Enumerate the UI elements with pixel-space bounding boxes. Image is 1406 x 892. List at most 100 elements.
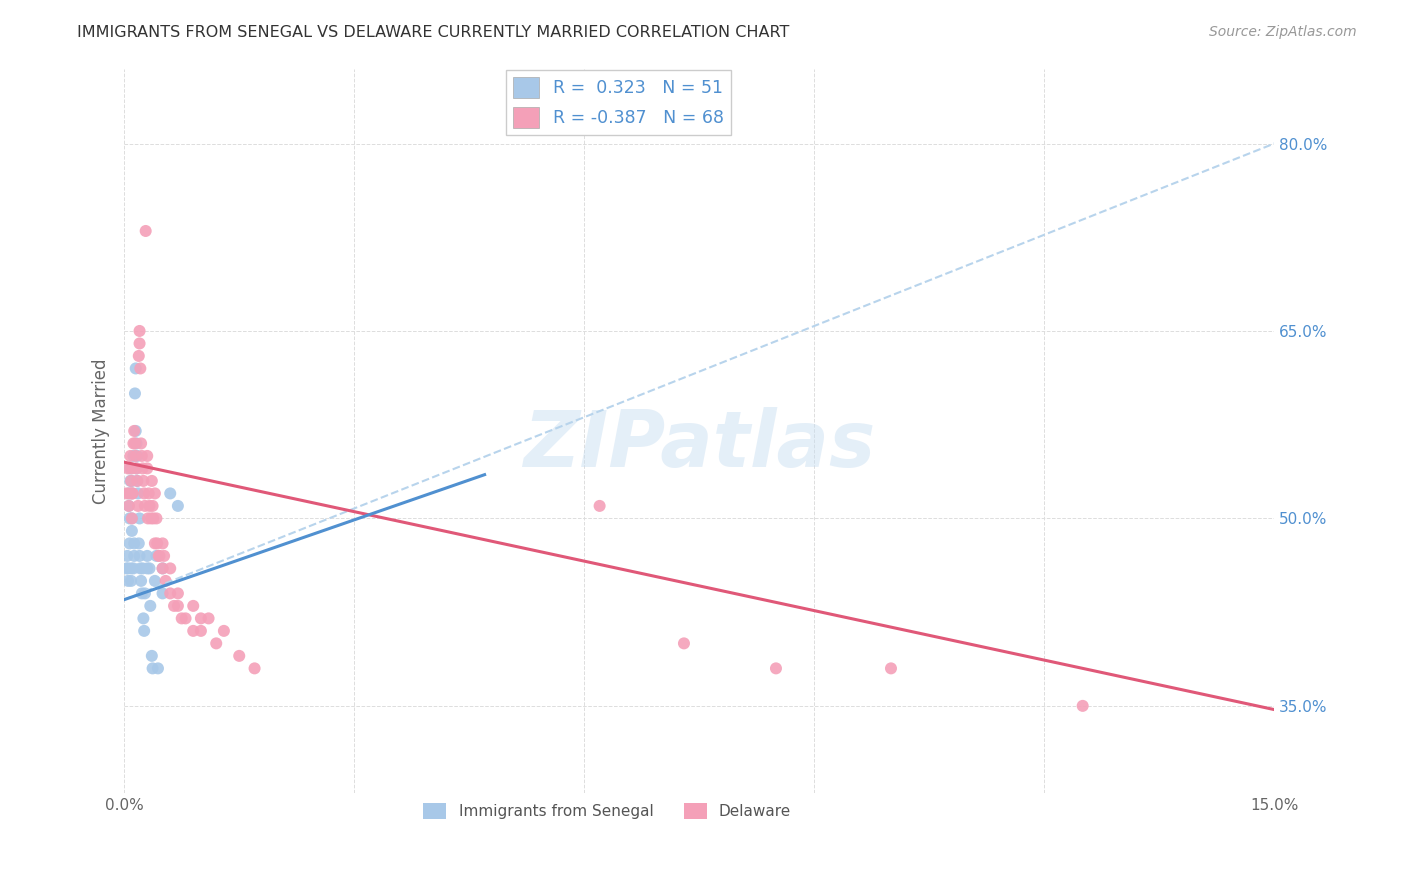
- Point: [155, 574, 177, 588]
- Text: IMMIGRANTS FROM SENEGAL VS DELAWARE CURRENTLY MARRIED CORRELATION CHART: IMMIGRANTS FROM SENEGAL VS DELAWARE CURR…: [77, 25, 790, 40]
- Point: [163, 599, 186, 613]
- Point: [117, 561, 139, 575]
- Point: [122, 561, 145, 575]
- Point: [131, 586, 153, 600]
- Point: [132, 611, 155, 625]
- Point: [159, 561, 181, 575]
- Point: [142, 499, 165, 513]
- Point: [143, 536, 166, 550]
- Point: [143, 486, 166, 500]
- Point: [121, 511, 143, 525]
- Point: [153, 549, 176, 563]
- Point: [152, 561, 174, 575]
- Text: Source: ZipAtlas.com: Source: ZipAtlas.com: [1209, 25, 1357, 39]
- Point: [134, 499, 156, 513]
- Point: [117, 574, 139, 588]
- Point: [138, 486, 160, 500]
- Point: [124, 386, 146, 401]
- Text: ZIPatlas: ZIPatlas: [523, 408, 876, 483]
- Point: [120, 461, 142, 475]
- Point: [141, 648, 163, 663]
- Point: [121, 524, 143, 538]
- Point: [139, 511, 162, 525]
- Point: [212, 624, 235, 638]
- Point: [141, 474, 163, 488]
- Point: [148, 549, 170, 563]
- Point: [167, 586, 190, 600]
- Point: [131, 461, 153, 475]
- Point: [146, 536, 169, 550]
- Point: [117, 549, 139, 563]
- Point: [145, 511, 167, 525]
- Point: [136, 511, 159, 525]
- Point: [118, 536, 141, 550]
- Point: [120, 574, 142, 588]
- Point: [122, 436, 145, 450]
- Point: [127, 486, 149, 500]
- Point: [118, 499, 141, 513]
- Point: [128, 511, 150, 525]
- Point: [142, 511, 165, 525]
- Point: [134, 624, 156, 638]
- Point: [588, 499, 610, 513]
- Point: [124, 436, 146, 450]
- Point: [170, 611, 193, 625]
- Point: [145, 549, 167, 563]
- Point: [118, 486, 141, 500]
- Point: [765, 661, 787, 675]
- Point: [174, 611, 197, 625]
- Point: [197, 611, 219, 625]
- Point: [159, 586, 181, 600]
- Point: [880, 661, 903, 675]
- Point: [127, 499, 149, 513]
- Point: [128, 536, 150, 550]
- Point: [125, 424, 148, 438]
- Point: [128, 324, 150, 338]
- Point: [138, 561, 160, 575]
- Point: [128, 549, 150, 563]
- Point: [672, 636, 695, 650]
- Point: [129, 436, 152, 450]
- Point: [117, 461, 139, 475]
- Point: [136, 449, 159, 463]
- Point: [121, 486, 143, 500]
- Point: [136, 549, 159, 563]
- Point: [121, 461, 143, 475]
- Point: [122, 424, 145, 438]
- Point: [128, 336, 150, 351]
- Point: [228, 648, 250, 663]
- Point: [121, 511, 143, 525]
- Point: [134, 486, 156, 500]
- Point: [122, 449, 145, 463]
- Point: [121, 474, 143, 488]
- Point: [128, 349, 150, 363]
- Point: [139, 599, 162, 613]
- Point: [129, 561, 152, 575]
- Point: [159, 486, 181, 500]
- Point: [181, 599, 204, 613]
- Point: [129, 574, 152, 588]
- Point: [120, 449, 142, 463]
- Point: [127, 474, 149, 488]
- Y-axis label: Currently Married: Currently Married: [93, 359, 110, 504]
- Point: [121, 486, 143, 500]
- Point: [125, 436, 148, 450]
- Point: [115, 486, 138, 500]
- Point: [118, 511, 141, 525]
- Point: [125, 361, 148, 376]
- Point: [152, 561, 174, 575]
- Point: [132, 474, 155, 488]
- Point: [181, 624, 204, 638]
- Point: [115, 561, 138, 575]
- Point: [135, 224, 157, 238]
- Point: [131, 561, 153, 575]
- Point: [118, 486, 141, 500]
- Point: [146, 661, 169, 675]
- Point: [131, 449, 153, 463]
- Point: [122, 536, 145, 550]
- Point: [125, 461, 148, 475]
- Point: [142, 661, 165, 675]
- Point: [205, 636, 228, 650]
- Point: [138, 499, 160, 513]
- Legend: Immigrants from Senegal, Delaware: Immigrants from Senegal, Delaware: [418, 797, 797, 826]
